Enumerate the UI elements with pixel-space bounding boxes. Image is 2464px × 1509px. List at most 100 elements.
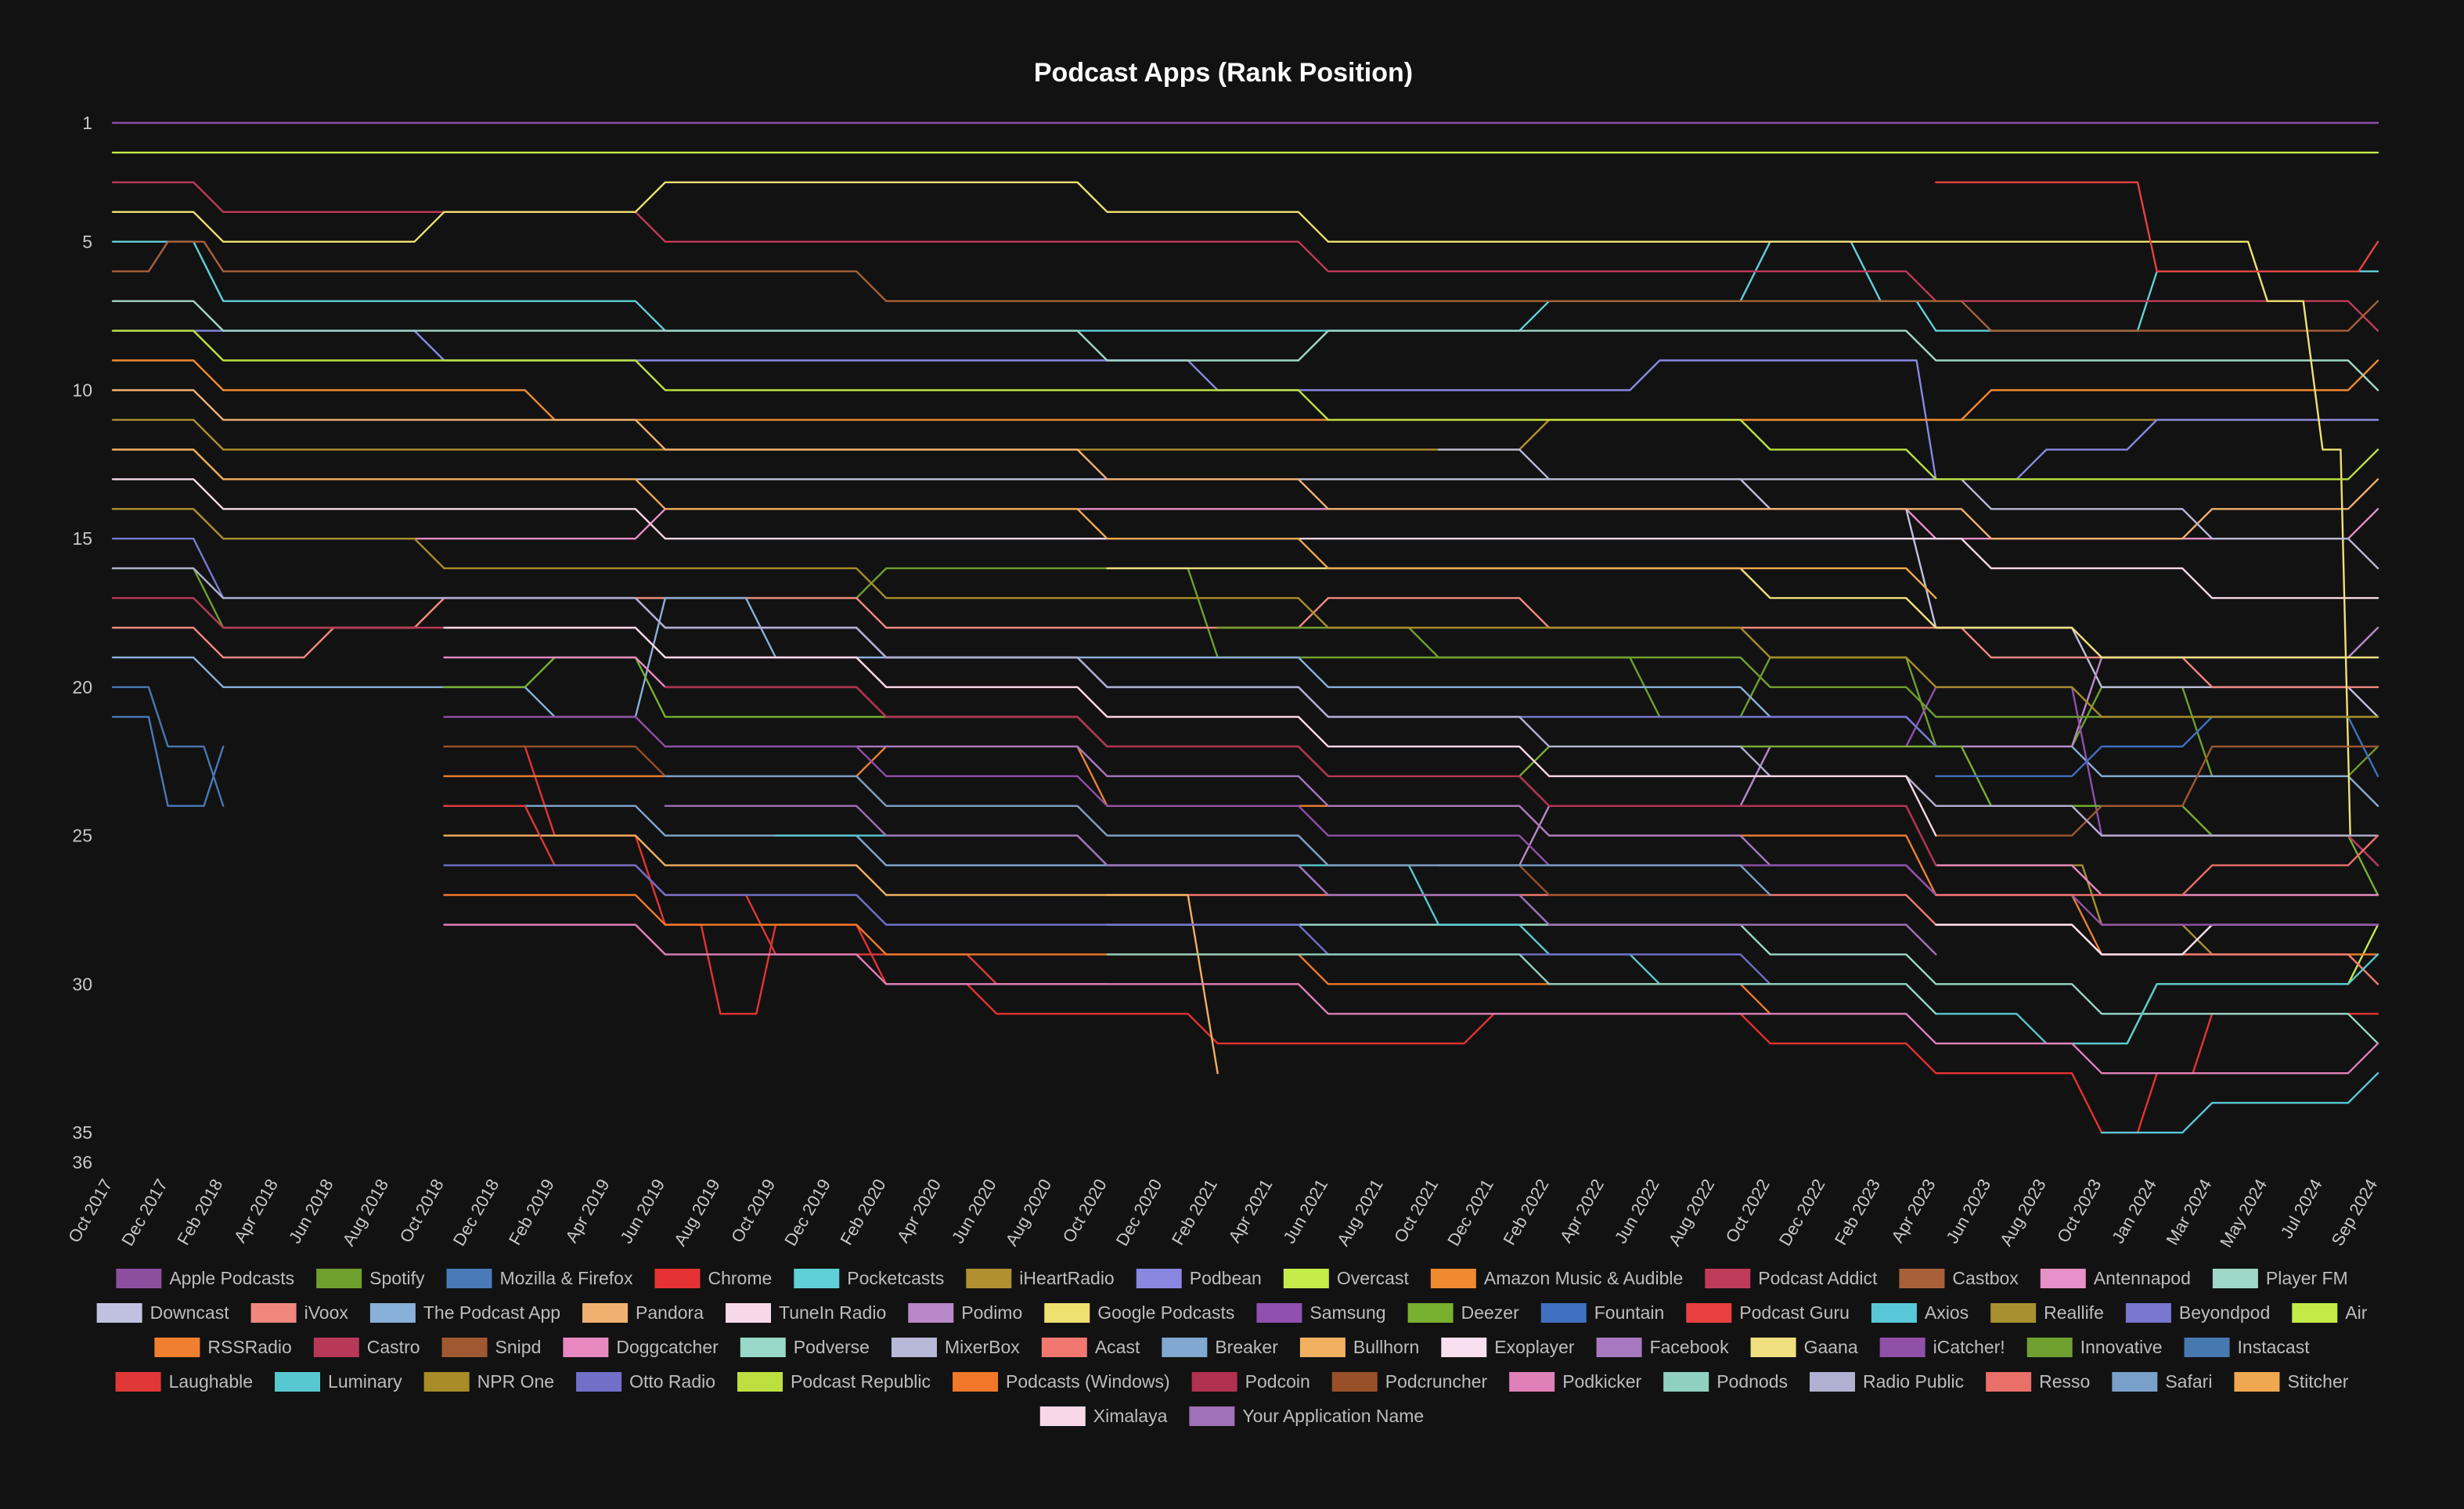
legend-item[interactable]: Exoplayer bbox=[1441, 1337, 1575, 1357]
legend-item[interactable]: iCatcher! bbox=[1879, 1337, 2005, 1357]
y-tick-label: 15 bbox=[72, 528, 92, 549]
x-tick-label: Jun 2021 bbox=[1279, 1176, 1331, 1247]
legend-item[interactable]: Axios bbox=[1871, 1302, 1969, 1323]
series-line bbox=[1106, 567, 2379, 659]
legend-item[interactable]: Breaker bbox=[1162, 1337, 1278, 1357]
series-line bbox=[111, 181, 2379, 332]
legend-item[interactable]: Podnods bbox=[1663, 1371, 1788, 1392]
legend-item[interactable]: Doggcatcher bbox=[563, 1337, 719, 1357]
legend-swatch bbox=[446, 1269, 492, 1288]
series-line bbox=[111, 538, 1937, 747]
legend-label: Podcruncher bbox=[1385, 1371, 1488, 1392]
x-axis: Oct 2017 Dec 2017 Feb 2018 Apr 2018 Jun 2018… bbox=[64, 1176, 2381, 1251]
legend-item[interactable]: Beyondpod bbox=[2125, 1302, 2270, 1323]
legend-item[interactable]: Podverse bbox=[740, 1337, 870, 1357]
x-tick-label: Aug 2021 bbox=[1333, 1176, 1387, 1249]
series-line bbox=[664, 745, 1937, 896]
y-tick-label: 25 bbox=[72, 826, 92, 846]
series-line bbox=[111, 181, 2351, 837]
legend-item[interactable]: Ximalaya bbox=[1039, 1406, 1168, 1426]
legend-item[interactable]: Pocketcasts bbox=[794, 1268, 944, 1288]
y-tick-label: 5 bbox=[82, 232, 92, 252]
legend-item[interactable]: Podcast Addict bbox=[1705, 1268, 1878, 1288]
legend-item[interactable]: Deezer bbox=[1407, 1302, 1519, 1323]
legend-item[interactable]: Antennapod bbox=[2040, 1268, 2191, 1288]
legend-item[interactable]: RSSRadio bbox=[154, 1337, 292, 1357]
legend-label: Pocketcasts bbox=[847, 1268, 944, 1288]
legend-item[interactable]: Player FM bbox=[2212, 1268, 2348, 1288]
legend-item[interactable]: Pandora bbox=[582, 1302, 704, 1323]
legend-item[interactable]: Otto Radio bbox=[576, 1371, 715, 1392]
legend-item[interactable]: Chrome bbox=[654, 1268, 772, 1288]
legend-swatch bbox=[2234, 1372, 2280, 1392]
legend-item[interactable]: Castro bbox=[313, 1337, 420, 1357]
legend-item[interactable]: Downcast bbox=[96, 1302, 230, 1323]
legend-item[interactable]: Podcast Republic bbox=[737, 1371, 931, 1392]
legend-item[interactable]: Stitcher bbox=[2234, 1371, 2349, 1392]
x-tick-label: Dec 2019 bbox=[780, 1176, 834, 1249]
legend-item[interactable]: Radio Public bbox=[1810, 1371, 1964, 1392]
legend-item[interactable]: Samsung bbox=[1256, 1302, 1386, 1323]
legend-item[interactable]: NPR One bbox=[423, 1371, 554, 1392]
legend-label: Gaana bbox=[1804, 1337, 1858, 1357]
legend-item[interactable]: Podimo bbox=[908, 1302, 1022, 1323]
legend-item[interactable]: Bullhorn bbox=[1299, 1337, 1419, 1357]
legend-item[interactable]: Instacast bbox=[2184, 1337, 2311, 1357]
x-tick-label: Apr 2021 bbox=[1224, 1176, 1276, 1246]
x-tick-label: May 2024 bbox=[2216, 1176, 2271, 1251]
legend-item[interactable]: Podkicker bbox=[1509, 1371, 1642, 1392]
legend-label: The Podcast App bbox=[423, 1302, 560, 1323]
legend-label: Podcast Republic bbox=[791, 1371, 931, 1392]
y-tick-label: 20 bbox=[72, 677, 92, 697]
legend-item[interactable]: The Podcast App bbox=[369, 1302, 560, 1323]
legend-item[interactable]: Podbean bbox=[1136, 1268, 1262, 1288]
legend-item[interactable]: Amazon Music & Audible bbox=[1430, 1268, 1683, 1288]
legend-item[interactable]: Snipd bbox=[441, 1337, 542, 1357]
legend-label: Bullhorn bbox=[1353, 1337, 1419, 1357]
legend-item[interactable]: Castbox bbox=[1899, 1268, 2019, 1288]
legend-swatch bbox=[313, 1338, 359, 1357]
x-tick-label: Apr 2019 bbox=[561, 1176, 613, 1246]
legend-item[interactable]: Innovative bbox=[2026, 1337, 2163, 1357]
x-tick-label: Aug 2022 bbox=[1665, 1176, 1719, 1249]
legend-item[interactable]: iVoox bbox=[250, 1302, 349, 1323]
legend-item[interactable]: Fountain bbox=[1540, 1302, 1665, 1323]
legend-swatch bbox=[740, 1338, 786, 1357]
legend-item[interactable]: MixerBox bbox=[891, 1337, 1020, 1357]
legend-label: Podbean bbox=[1190, 1268, 1262, 1288]
legend-item[interactable]: Resso bbox=[1986, 1371, 2090, 1392]
legend-label: NPR One bbox=[477, 1371, 554, 1392]
legend-item[interactable]: Your Application Name bbox=[1189, 1406, 1424, 1426]
legend-item[interactable]: Podcruncher bbox=[1331, 1371, 1488, 1392]
series-line bbox=[664, 775, 1771, 896]
legend-swatch bbox=[737, 1372, 784, 1392]
legend-item[interactable]: Laughable bbox=[115, 1371, 253, 1392]
legend-label: Ximalaya bbox=[1093, 1406, 1168, 1426]
legend-item[interactable]: Air bbox=[2292, 1302, 2368, 1323]
legend-item[interactable]: Apple Podcasts bbox=[116, 1268, 294, 1288]
legend-item[interactable]: Gaana bbox=[1750, 1337, 1858, 1357]
legend-item[interactable]: Podcast Guru bbox=[1686, 1302, 1850, 1323]
legend-label: iHeartRadio bbox=[1019, 1268, 1114, 1288]
legend-swatch bbox=[1705, 1269, 1751, 1288]
legend[interactable]: Apple Podcasts Spotify Mozilla & Firefox Ch… bbox=[96, 1268, 2368, 1426]
legend-swatch bbox=[1136, 1269, 1182, 1288]
legend-item[interactable]: Podcoin bbox=[1191, 1371, 1310, 1392]
legend-item[interactable]: Spotify bbox=[316, 1268, 425, 1288]
legend-label: Samsung bbox=[1309, 1302, 1385, 1323]
legend-item[interactable]: Facebook bbox=[1596, 1337, 1730, 1357]
legend-item[interactable]: Acast bbox=[1041, 1337, 1140, 1357]
legend-label: Air bbox=[2345, 1302, 2367, 1323]
legend-item[interactable]: Safari bbox=[2112, 1371, 2212, 1392]
legend-item[interactable]: iHeartRadio bbox=[966, 1268, 1115, 1288]
legend-item[interactable]: Podcasts (Windows) bbox=[953, 1371, 1170, 1392]
legend-item[interactable]: TuneIn Radio bbox=[726, 1302, 886, 1323]
legend-item[interactable]: Reallife bbox=[1990, 1302, 2104, 1323]
legend-item[interactable]: Overcast bbox=[1283, 1268, 1410, 1288]
legend-label: Podverse bbox=[794, 1337, 870, 1357]
x-tick-label: Oct 2021 bbox=[1390, 1176, 1442, 1246]
legend-item[interactable]: Luminary bbox=[275, 1371, 402, 1392]
legend-item[interactable]: Mozilla & Firefox bbox=[446, 1268, 633, 1288]
legend-item[interactable]: Google Podcasts bbox=[1044, 1302, 1234, 1323]
legend-label: Podcast Guru bbox=[1739, 1302, 1850, 1323]
